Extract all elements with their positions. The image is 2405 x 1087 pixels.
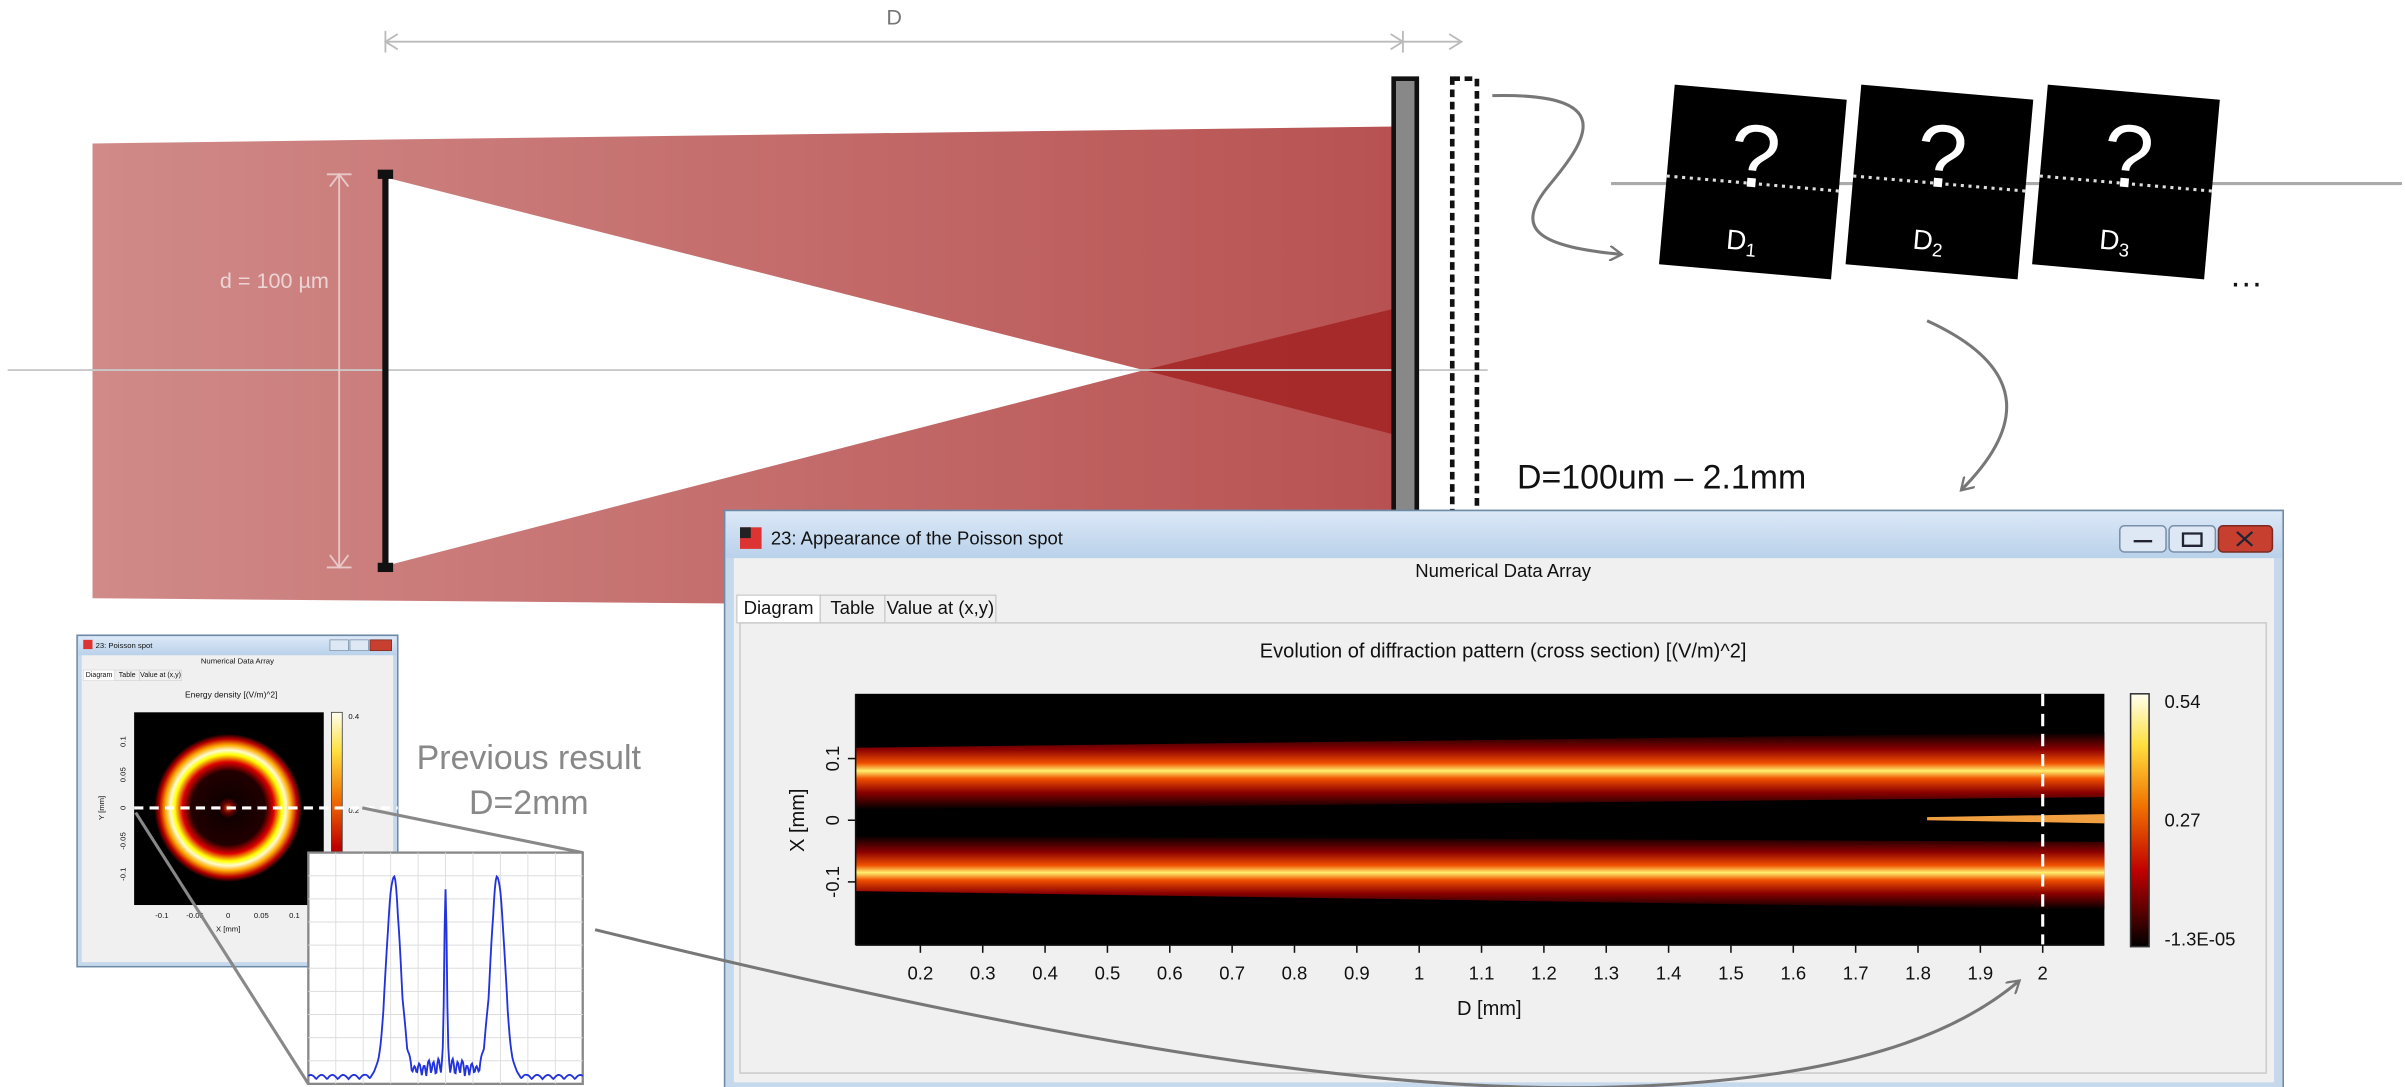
x-axis-label: X [mm] — [216, 925, 240, 934]
colorbar-label: -1.3E-05 — [2165, 928, 2236, 949]
toolbar-label: Numerical Data Array — [201, 656, 274, 665]
range-label: D=100um – 2.1mm — [1517, 458, 1806, 496]
colorbar-label: 0.27 — [2165, 810, 2201, 831]
maximize-button[interactable] — [2169, 526, 2215, 552]
detector-mark: ? — [2099, 104, 2157, 208]
app-icon — [83, 640, 92, 649]
detector-name: D — [2098, 224, 2121, 257]
x-axis-label: D [mm] — [1457, 998, 1522, 1020]
distance-label: D — [886, 4, 902, 29]
toolbar-label: Numerical Data Array — [1415, 560, 1592, 581]
x-tick-label: 1.2 — [1531, 962, 1557, 983]
x-tick-label: 1.3 — [1593, 962, 1619, 983]
detector-mark: ? — [1913, 104, 1971, 208]
diagram: D d = 100 µm ?D1?D2?D3 … D=100um – 2.1mm… — [0, 0, 2405, 1087]
colorbar — [2131, 694, 2150, 947]
x-tick-label: 1.7 — [1843, 962, 1869, 983]
tab-label: Diagram — [86, 672, 113, 679]
x-tick-label: 0.8 — [1282, 962, 1308, 983]
x-tick-label: 1.5 — [1718, 962, 1744, 983]
arrow — [1927, 321, 2007, 491]
main-window: 23: Appearance of the Poisson spot Numer… — [725, 510, 2284, 1087]
app-icon — [740, 527, 751, 538]
arrow — [1492, 95, 1622, 254]
detector-name: D — [1912, 224, 1935, 257]
plot-title: Energy density [(V/m)^2] — [185, 690, 277, 700]
detector-mark: ? — [1726, 104, 1784, 208]
x-tick-label: 1.1 — [1469, 962, 1495, 983]
x-tick-label: 1 — [1414, 962, 1424, 983]
x-tick-label: -0.1 — [155, 911, 168, 920]
y-tick-label: 0.1 — [118, 736, 127, 747]
x-tick-label: 0.5 — [1095, 962, 1121, 983]
x-tick-label: 0.3 — [970, 962, 996, 983]
x-tick-label: 1.6 — [1780, 962, 1806, 983]
tabs: Diagram Table Value at (x,y) — [83, 670, 181, 681]
x-tick-label: 0.6 — [1157, 962, 1183, 983]
ellipsis: … — [2229, 257, 2263, 295]
x-tick-label: 0.7 — [1219, 962, 1245, 983]
y-axis-label: X [mm] — [787, 789, 809, 852]
tab-label: Value at (x,y) — [887, 597, 995, 618]
window-title: 23: Appearance of the Poisson spot — [771, 528, 1063, 549]
y-tick-label: 0 — [118, 806, 127, 810]
page: D d = 100 µm ?D1?D2?D3 … D=100um – 2.1mm… — [0, 0, 2405, 1087]
x-tick-label: 0 — [226, 911, 230, 920]
y-axis-label: Y [mm] — [97, 796, 106, 820]
close-button[interactable] — [370, 640, 392, 651]
minimize-button[interactable] — [330, 640, 349, 651]
x-tick-label: 2 — [2038, 962, 2048, 983]
colorbar-label: 0.4 — [348, 712, 359, 721]
detector-index: 2 — [1931, 239, 1943, 261]
y-tick-label: -0.1 — [822, 866, 843, 898]
detector-name: D — [1725, 224, 1748, 257]
annotation-line1: Previous result — [417, 739, 642, 777]
detector: ? D2 — [1846, 85, 2034, 280]
x-tick-label: 0.4 — [1032, 962, 1058, 983]
tab-label: Diagram — [744, 597, 814, 618]
x-tick-label: 0.2 — [908, 962, 934, 983]
tabs: Diagram Table Value at (x,y) — [737, 595, 996, 623]
maximize-button[interactable] — [350, 640, 369, 651]
detector-index: 1 — [1745, 239, 1757, 261]
y-tick-label: -0.1 — [118, 868, 127, 881]
y-tick-label: -0.05 — [118, 832, 127, 850]
annotation-line2: D=2mm — [469, 784, 589, 822]
aperture-label: d = 100 µm — [220, 268, 329, 293]
profile-inset — [308, 853, 582, 1084]
heatmap — [856, 694, 2105, 945]
detector: ? D3 — [2032, 85, 2220, 280]
detector: ? D1 — [1659, 85, 1847, 280]
minimize-button[interactable] — [2120, 526, 2166, 552]
y-tick-label: 0.1 — [822, 746, 843, 772]
distance-dimension — [385, 31, 1461, 53]
tab-label: Table — [119, 672, 136, 679]
detector-index: 3 — [2118, 239, 2130, 261]
tab-label: Value at (x,y) — [140, 672, 181, 679]
detectors: ?D1?D2?D3 — [1659, 85, 2220, 280]
colorbar-label: 0.54 — [2165, 691, 2201, 712]
disc-cap — [378, 170, 393, 179]
screen — [1394, 79, 1417, 526]
y-tick-label: 0.05 — [118, 767, 127, 782]
screen-moved — [1452, 79, 1477, 526]
x-tick-label: 1.8 — [1905, 962, 1931, 983]
x-tick-label: 0.1 — [289, 911, 300, 920]
tab-label: Table — [830, 597, 874, 618]
window-title: 23: Poisson spot — [96, 641, 154, 650]
disc-cap — [378, 563, 393, 572]
x-tick-label: 1.9 — [1967, 962, 1993, 983]
x-tick-label: 0.05 — [254, 911, 269, 920]
plot-title: Evolution of diffraction pattern (cross … — [1260, 640, 1747, 662]
x-tick-label: 0.9 — [1344, 962, 1370, 983]
y-tick-label: 0 — [822, 815, 843, 825]
x-tick-label: 1.4 — [1656, 962, 1682, 983]
